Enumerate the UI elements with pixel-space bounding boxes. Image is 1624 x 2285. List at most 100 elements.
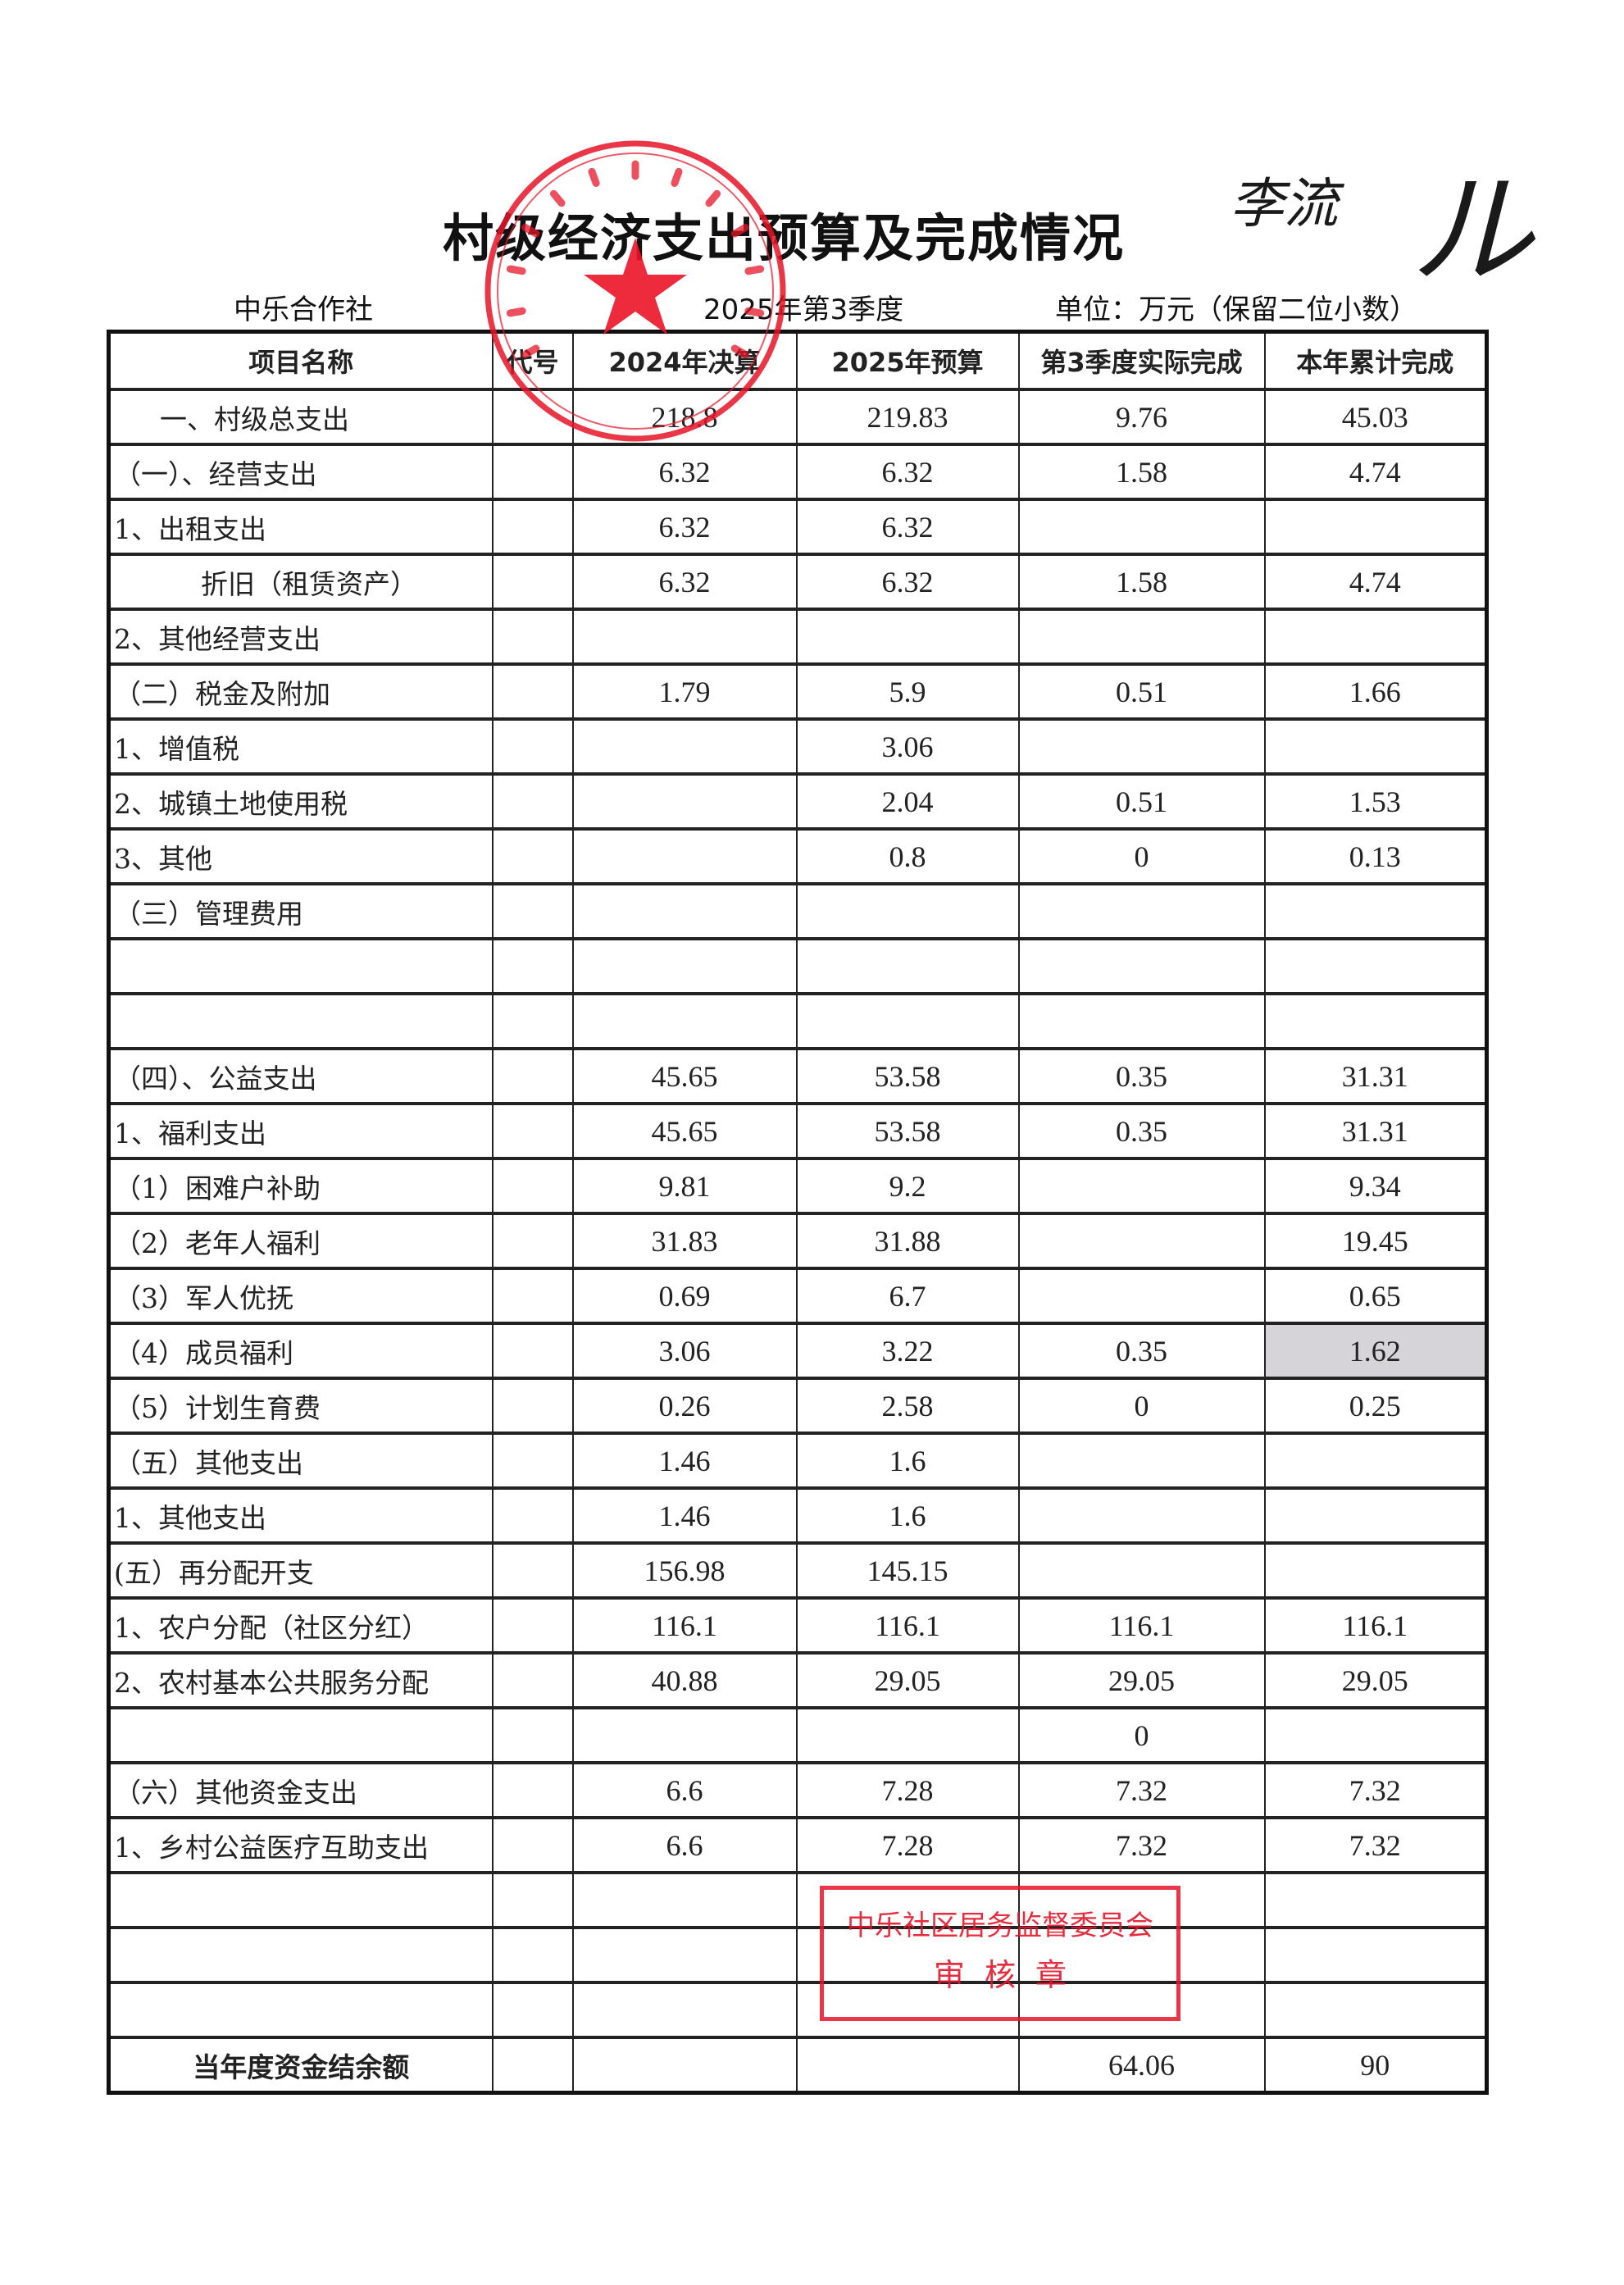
cell-budget-2025 <box>795 883 1020 940</box>
cell-final-2024: 6.6 <box>571 1817 798 1874</box>
cell-code <box>491 1652 574 1709</box>
cell-code <box>491 1268 574 1325</box>
cell-code <box>491 938 574 995</box>
table-row <box>107 938 1488 995</box>
cell-q3-actual: 0.51 <box>1017 663 1266 721</box>
column-header-2024-final: 2024年决算 <box>571 330 798 391</box>
column-header-q3-actual: 第3季度实际完成 <box>1017 330 1266 391</box>
cell-final-2024: 9.81 <box>571 1158 798 1215</box>
cell-q3-actual: 7.32 <box>1017 1762 1266 1819</box>
cell-code <box>491 1597 574 1655</box>
cell-code <box>491 608 574 666</box>
cell-ytd-completed <box>1263 993 1488 1050</box>
cell-q3-actual <box>1017 1982 1266 2039</box>
cell-code <box>491 1542 574 1600</box>
cell-ytd-completed <box>1263 1542 1488 1600</box>
cell-code <box>491 1762 574 1819</box>
total-row: 当年度资金结余额 64.06 90 <box>107 2037 1488 2095</box>
cell-code <box>491 718 574 776</box>
cell-final-2024: 40.88 <box>571 1652 798 1709</box>
cell-code <box>491 1927 574 1984</box>
report-period: 2025年第3季度 <box>703 294 904 326</box>
cell-code <box>491 1872 574 1929</box>
table-row: （三）管理费用 <box>107 883 1488 940</box>
cell-budget-2025: 7.28 <box>795 1817 1020 1874</box>
cell-final-2024 <box>571 1982 798 2039</box>
cell-item-name: （1）困难户补助 <box>107 1158 494 1215</box>
cell-ytd-completed: 29.05 <box>1263 1652 1488 1709</box>
cell-q3-actual: 0.35 <box>1017 1103 1266 1160</box>
cell-q3-actual <box>1017 1872 1266 1929</box>
cell-final-2024 <box>571 828 798 885</box>
audit-seal: 中乐社区居务监督委员会 审核章 <box>820 1886 1180 2021</box>
signature: 李流 <box>1230 172 1338 235</box>
cell-final-2024: 3.06 <box>571 1322 798 1380</box>
cell-code <box>491 1707 574 1764</box>
cell-item-name: 1、增值税 <box>107 718 494 776</box>
cell-budget-2025: 3.22 <box>795 1322 1020 1380</box>
seal-mark <box>671 167 683 187</box>
expenditure-table: 项目名称 代号 2024年决算 2025年预算 第3季度实际完成 本年累计完成 … <box>107 330 1489 2095</box>
cell-item-name: （五）其他支出 <box>107 1432 494 1490</box>
cell-final-2024: 0.26 <box>571 1377 798 1435</box>
cell-final-2024 <box>571 608 798 666</box>
cell-q3-actual <box>1017 1158 1266 1215</box>
table-row: 1、出租支出 6.32 6.32 <box>107 498 1488 556</box>
cell-q3-actual <box>1017 1213 1266 1270</box>
cell-q3-actual: 0.35 <box>1017 1322 1266 1380</box>
cell-budget-2025: 53.58 <box>795 1103 1020 1160</box>
cell-code <box>491 828 574 885</box>
cell-budget-2025: 0.8 <box>795 828 1020 885</box>
table-row <box>107 1982 1488 2039</box>
cell-budget-2025: 6.32 <box>795 444 1020 501</box>
cell-item-name: （六）其他资金支出 <box>107 1762 494 1819</box>
cell-ytd-completed: 90 <box>1263 2037 1488 2095</box>
cell-ytd-completed <box>1263 1927 1488 1984</box>
cell-item-name: （5）计划生育费 <box>107 1377 494 1435</box>
cell-code <box>491 1982 574 2039</box>
cell-ytd-completed: 116.1 <box>1263 1597 1488 1655</box>
cell-q3-actual: 7.32 <box>1017 1817 1266 1874</box>
table-row: 3、其他 0.8 0 0.13 <box>107 828 1488 885</box>
cell-item-name: 1、出租支出 <box>107 498 494 556</box>
cell-final-2024: 0.69 <box>571 1268 798 1325</box>
cell-code <box>491 1158 574 1215</box>
table-row: （五）其他支出 1.46 1.6 <box>107 1432 1488 1490</box>
cell-code <box>491 663 574 721</box>
cell-item-name <box>107 1872 494 1929</box>
cell-item-name: （4）成员福利 <box>107 1322 494 1380</box>
cell-budget-2025: 2.04 <box>795 773 1020 831</box>
cell-code <box>491 1103 574 1160</box>
cell-final-2024 <box>571 718 798 776</box>
column-header-ytd: 本年累计完成 <box>1263 330 1488 391</box>
signature-mark: ル <box>1410 160 1534 303</box>
column-header-item-name: 项目名称 <box>107 330 494 391</box>
cell-budget-2025: 5.9 <box>795 663 1020 721</box>
cell-q3-actual <box>1017 608 1266 666</box>
cell-item-name <box>107 993 494 1050</box>
cell-ytd-completed: 1.66 <box>1263 663 1488 721</box>
cell-final-2024: 1.79 <box>571 663 798 721</box>
table-row: 2、农村基本公共服务分配 40.88 29.05 29.05 29.05 <box>107 1652 1488 1709</box>
cell-budget-2025: 29.05 <box>795 1652 1020 1709</box>
table-row: （六）其他资金支出 6.6 7.28 7.32 7.32 <box>107 1762 1488 1819</box>
cell-item-name: （3）军人优抚 <box>107 1268 494 1325</box>
table-row: 1、福利支出 45.65 53.58 0.35 31.31 <box>107 1103 1488 1160</box>
page-title: 村级经济支出预算及完成情况 <box>443 208 1126 268</box>
cell-item-name: （二）税金及附加 <box>107 663 494 721</box>
cell-final-2024 <box>571 1707 798 1764</box>
column-header-2025-budget: 2025年预算 <box>795 330 1020 391</box>
seal-mark <box>506 307 526 317</box>
cell-final-2024: 45.65 <box>571 1048 798 1105</box>
cell-final-2024 <box>571 993 798 1050</box>
cell-item-name: （三）管理费用 <box>107 883 494 940</box>
cell-q3-actual: 0 <box>1017 1707 1266 1764</box>
table-row: 1、增值税 3.06 <box>107 718 1488 776</box>
cell-item-name <box>107 1707 494 1764</box>
cell-ytd-completed <box>1263 1707 1488 1764</box>
cell-q3-actual <box>1017 498 1266 556</box>
header-row: 项目名称 代号 2024年决算 2025年预算 第3季度实际完成 本年累计完成 <box>107 330 1488 391</box>
cell-final-2024: 116.1 <box>571 1597 798 1655</box>
cell-final-2024: 1.46 <box>571 1432 798 1490</box>
cell-q3-actual: 0 <box>1017 1377 1266 1435</box>
